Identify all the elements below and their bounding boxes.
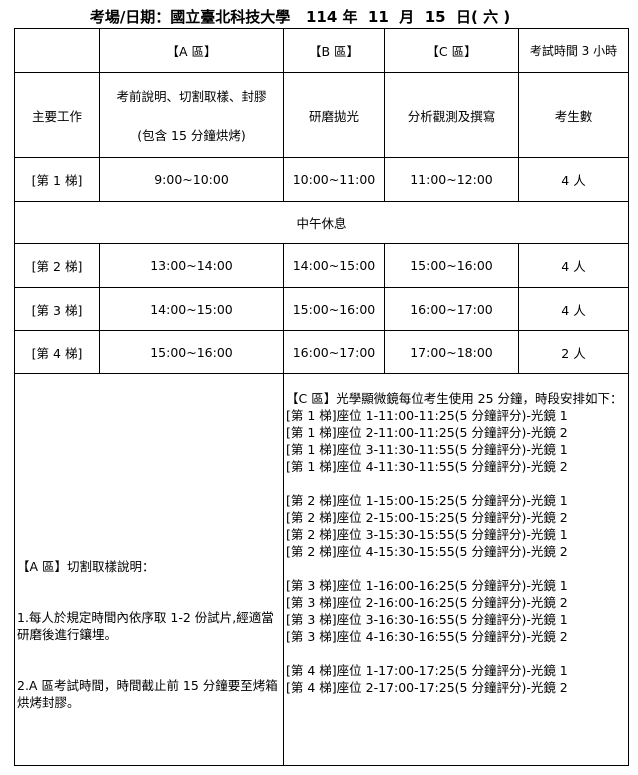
row-zone-a: 14:00~15:00 [99,287,284,331]
row-zone-a: 15:00~16:00 [99,330,284,374]
row-label: [第 1 梯] [14,157,100,202]
table-row: [第 1 梯] 9:00~10:00 10:00~11:00 11:00~12:… [14,157,629,202]
note-line: [第 4 梯]座位 1-17:00-17:25(5 分鐘評分)-光鏡 1 [286,663,568,678]
note-line: [第 1 梯]座位 4-11:30-11:55(5 分鐘評分)-光鏡 2 [286,459,568,474]
exam-schedule-table: 【A 區】 【B 區】 【C 區】 考試時間 3 小時 主要工作 考前說明、切割… [14,28,629,766]
notes-row: 【A 區】切割取樣說明： 1.每人於規定時間內依序取 1-2 份試片,經適當研磨… [14,373,629,766]
row-zone-b: 14:00~15:00 [283,243,385,288]
row-zone-c: 15:00~16:00 [384,243,519,288]
header-row: 【A 區】 【B 區】 【C 區】 考試時間 3 小時 [14,28,629,73]
note-line [286,645,626,662]
header-exam-duration: 考試時間 3 小時 [518,28,629,73]
note-line: [第 1 梯]座位 3-11:30-11:55(5 分鐘評分)-光鏡 1 [286,442,568,457]
row-label: [第 4 梯] [14,330,100,374]
note-line: [第 3 梯]座位 1-16:00-16:25(5 分鐘評分)-光鏡 1 [286,578,568,593]
row-count: 4 人 [518,287,629,331]
lunch-row: 中午休息 [14,201,629,244]
lunch-break: 中午休息 [14,201,629,244]
note-line: [第 2 梯]座位 1-15:00-15:25(5 分鐘評分)-光鏡 1 [286,493,568,508]
note-line: [第 2 梯]座位 2-15:00-15:25(5 分鐘評分)-光鏡 2 [286,510,568,525]
tasks-count: 考生數 [518,72,629,158]
tasks-label: 主要工作 [14,72,100,158]
row-count: 4 人 [518,157,629,202]
zone-a-cutting-note: 【A 區】切割取樣說明： 1.每人於規定時間內依序取 1-2 份試片,經適當研磨… [14,373,284,766]
note-line: 【A 區】切割取樣說明： [17,559,155,574]
tasks-zone-a-line2: (包含 15 分鐘烘烤) [137,128,246,143]
tasks-zone-c: 分析觀測及撰寫 [384,72,519,158]
note-line: [第 1 梯]座位 2-11:00-11:25(5 分鐘評分)-光鏡 2 [286,425,568,440]
tasks-zone-a: 考前說明、切割取樣、封膠 (包含 15 分鐘烘烤) [99,72,284,158]
tasks-zone-b: 研磨拋光 [283,72,385,158]
tasks-zone-a-line1: 考前說明、切割取樣、封膠 [116,89,267,104]
table-row: [第 2 梯] 13:00~14:00 14:00~15:00 15:00~16… [14,243,629,288]
row-count: 4 人 [518,243,629,288]
row-zone-c: 17:00~18:00 [384,330,519,374]
header-zone-a: 【A 區】 [99,28,284,73]
row-zone-a: 9:00~10:00 [99,157,284,202]
note-line: [第 1 梯]座位 1-11:00-11:25(5 分鐘評分)-光鏡 1 [286,408,568,423]
row-zone-c: 16:00~17:00 [384,287,519,331]
note-line: [第 2 梯]座位 3-15:30-15:55(5 分鐘評分)-光鏡 1 [286,527,568,542]
row-zone-b: 10:00~11:00 [283,157,385,202]
note-line: [第 4 梯]座位 2-17:00-17:25(5 分鐘評分)-光鏡 2 [286,680,568,695]
row-zone-a: 13:00~14:00 [99,243,284,288]
note-line: [第 3 梯]座位 4-16:30-16:55(5 分鐘評分)-光鏡 2 [286,629,568,644]
row-zone-b: 15:00~16:00 [283,287,385,331]
row-count: 2 人 [518,330,629,374]
tasks-row: 主要工作 考前說明、切割取樣、封膠 (包含 15 分鐘烘烤) 研磨拋光 分析觀測… [14,72,629,158]
note-line: [第 3 梯]座位 2-16:00-16:25(5 分鐘評分)-光鏡 2 [286,595,568,610]
note-line: [第 3 梯]座位 3-16:30-16:55(5 分鐘評分)-光鏡 1 [286,612,568,627]
page-title: 考場/日期：國立臺北科技大學 114 年 11 月 15 日( 六 ) [89,8,511,26]
header-zone-c: 【C 區】 [384,28,519,73]
note-line: 【C 區】光學顯微鏡每位考生使用 25 分鐘，時段安排如下： [286,391,623,406]
table-row: [第 3 梯] 14:00~15:00 15:00~16:00 16:00~17… [14,287,629,331]
header-zone-b: 【B 區】 [283,28,385,73]
zone-c-microscope-note: 【C 區】光學顯微鏡每位考生使用 25 分鐘，時段安排如下： [第 1 梯]座位 … [283,373,629,766]
header-empty [14,28,100,73]
row-zone-b: 16:00~17:00 [283,330,385,374]
note-line: 1.每人於規定時間內依序取 1-2 份試片,經適當研磨後進行鑲埋。 [17,610,274,642]
note-line: 2.A 區考試時間，時間截止前 15 分鐘要至烤箱烘烤封膠。 [17,678,278,710]
row-label: [第 2 梯] [14,243,100,288]
note-line [286,560,626,577]
table-row: [第 4 梯] 15:00~16:00 16:00~17:00 17:00~18… [14,330,629,374]
row-zone-c: 11:00~12:00 [384,157,519,202]
row-label: [第 3 梯] [14,287,100,331]
note-line [286,475,626,492]
note-line: [第 2 梯]座位 4-15:30-15:55(5 分鐘評分)-光鏡 2 [286,544,568,559]
